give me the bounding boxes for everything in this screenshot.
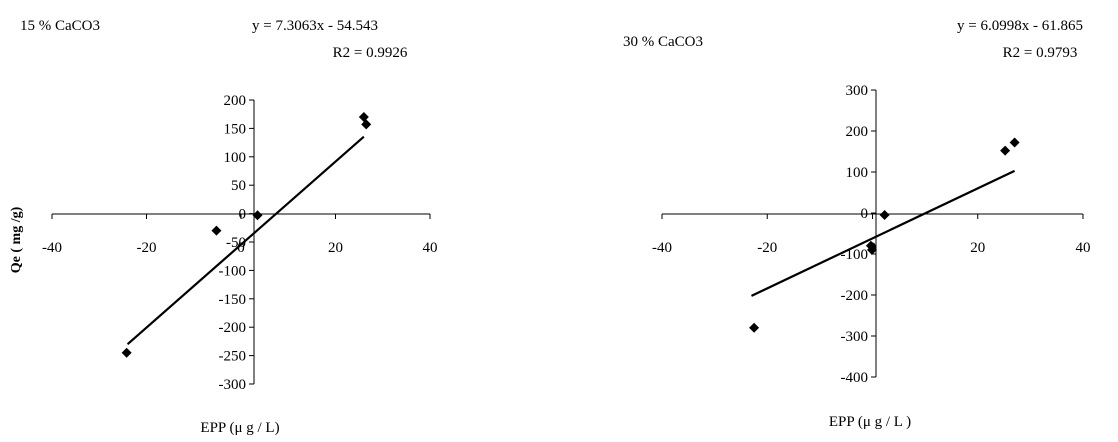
chart2-x-tick-label: 20 [970, 240, 985, 256]
chart2-trendline [750, 169, 1016, 297]
chart2-x-tick-label: -40 [652, 240, 672, 256]
chart2-data-point [749, 322, 760, 333]
chart1-x-tick-label: -20 [137, 240, 157, 256]
chart2-y-tick-label: -100 [841, 247, 869, 263]
chart1-data-point [252, 210, 263, 221]
chart2-data-point [879, 210, 890, 221]
chart1-y-tick-label: -100 [219, 263, 247, 279]
chart1-y-tick-label: -150 [219, 292, 247, 308]
chart2-y-tick-label: 100 [846, 165, 869, 181]
chart1-r-squared: R2 = 0.9926 [333, 45, 408, 61]
chart1-y-tick-label: -200 [219, 320, 247, 336]
chart1-y-tick-label: -250 [219, 349, 247, 365]
chart1-data-point [361, 119, 372, 130]
chart2-trend-equation: y = 6.0998x - 61.865 [957, 18, 1083, 34]
chart1-data-point [358, 112, 369, 123]
chart1-y-tick-label: 200 [224, 93, 247, 109]
chart2-y-tick-label: -400 [841, 370, 869, 386]
chart1-y-tick-label: 50 [231, 178, 246, 194]
chart1-y-tick-label: 0 [239, 207, 247, 223]
chart1-x-axis-label: EPP (μ g / L) [200, 420, 279, 436]
chart2-data-point [1000, 145, 1011, 156]
chart1-y-tick-label: -50 [226, 235, 246, 251]
chart1-data-point [121, 347, 132, 358]
chart1-y-tick-label: -300 [219, 377, 247, 393]
chart1-x-tick-label: 20 [328, 240, 343, 256]
chart1-plot-area [51, 99, 431, 385]
chart2-data-point [1009, 137, 1020, 148]
chart2-x-tick-label: 40 [1076, 240, 1091, 256]
chart2-r-squared: R2 = 0.9793 [1003, 45, 1078, 61]
chart2-y-tick-label: 0 [861, 206, 869, 222]
chart1-y-axis-label: Qe ( mg /g) [9, 206, 24, 273]
chart1-trendline [126, 135, 365, 346]
chart2-data-point [866, 244, 877, 255]
chart1-x-tick-label: 0 [237, 240, 245, 256]
chart1-trend-equation: y = 7.3063x - 54.543 [252, 18, 378, 34]
chart2-plot-area [661, 89, 1084, 378]
chart2-y-tick-label: 200 [846, 124, 869, 140]
chart2-y-tick-label: 300 [846, 83, 869, 99]
chart2-x-tick-label: -20 [757, 240, 777, 256]
chart2-title: 30 % CaCO3 [623, 34, 703, 50]
chart1-y-tick-label: 100 [224, 150, 247, 166]
chart1-title: 15 % CaCO3 [20, 18, 100, 34]
chart2-y-tick-label: -300 [841, 329, 869, 345]
chart2-y-tick-label: -200 [841, 288, 869, 304]
chart1-y-tick-label: 150 [224, 121, 247, 137]
chart2-x-axis-label: EPP (μ g / L ) [829, 414, 911, 430]
chart1-x-tick-label: 40 [423, 240, 438, 256]
chart1-x-tick-label: -40 [42, 240, 62, 256]
chart2-x-tick-label: 0 [869, 240, 877, 256]
chart1-data-point [211, 225, 222, 236]
